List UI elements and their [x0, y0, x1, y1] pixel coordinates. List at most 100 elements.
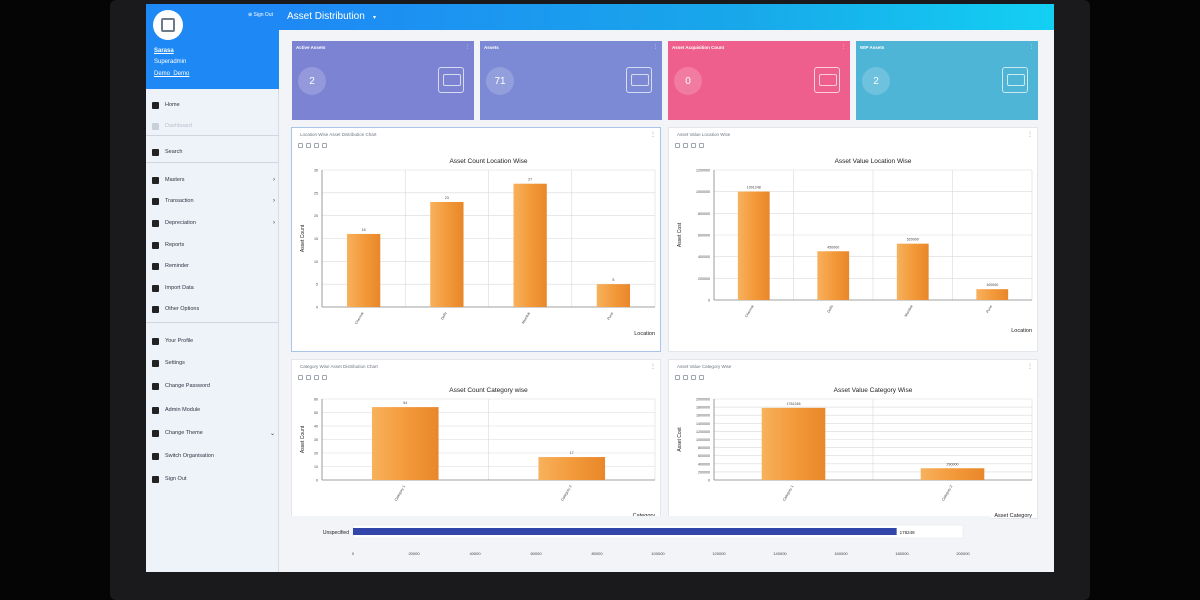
- expand-icon[interactable]: [322, 375, 327, 380]
- y-tick-label: 1000000: [696, 190, 710, 194]
- cart-icon: [814, 67, 840, 93]
- sidebar-item-home[interactable]: Home: [146, 96, 279, 114]
- download-icon[interactable]: [691, 143, 696, 148]
- y-tick-label: 400000: [698, 462, 710, 466]
- sidebar-item-other-options[interactable]: Other Options: [146, 300, 279, 318]
- summary-card[interactable]: Active Assets ⋮ 2: [292, 41, 474, 120]
- card-value: 2: [298, 67, 326, 95]
- x-tick-label: Mumbai: [904, 304, 914, 317]
- sidebar-item-import-data[interactable]: Import Data: [146, 279, 279, 297]
- x-tick-label: Pune: [985, 305, 993, 314]
- sidebar-item-settings[interactable]: Settings: [146, 354, 279, 372]
- kebab-icon[interactable]: ⋮: [650, 364, 656, 370]
- kebab-icon[interactable]: ⋮: [841, 44, 846, 50]
- y-tick-label: 0: [316, 479, 318, 483]
- card-title: Assets: [484, 45, 499, 50]
- chart-location-value: Asset Value Location Wise 0 200000 400000 60…: [677, 158, 1033, 334]
- kebab-icon[interactable]: ⋮: [650, 132, 656, 138]
- y-tick-label: 2000000: [696, 398, 710, 402]
- report-icon: [152, 241, 159, 249]
- sidebar-item-switch-organisation[interactable]: Switch Organisation: [146, 447, 279, 465]
- building-icon: [152, 452, 159, 460]
- download-icon[interactable]: [691, 375, 696, 380]
- x-tick-label: Category 1: [782, 485, 794, 502]
- import-icon: [152, 284, 159, 292]
- sidebar-item-masters[interactable]: Masters ›: [146, 171, 279, 189]
- summary-card[interactable]: WIP Assets ⋮ 2: [856, 41, 1038, 120]
- x-tick-label: 20000: [408, 551, 420, 556]
- y-tick-label: 1800000: [696, 406, 710, 410]
- bar: [976, 289, 1009, 300]
- card-title: Active Assets: [296, 45, 326, 50]
- expand-icon[interactable]: [322, 143, 327, 148]
- bar: [513, 183, 547, 307]
- inventory-icon: [438, 67, 464, 93]
- kebab-icon[interactable]: ⋮: [1029, 44, 1034, 50]
- y-tick-label: 20: [314, 452, 318, 456]
- sidebar-item-dashboard[interactable]: Dashboard: [146, 117, 279, 135]
- x-axis-label: Location: [1011, 328, 1032, 334]
- y-tick-label: 10: [314, 260, 318, 264]
- print-icon[interactable]: [306, 143, 311, 148]
- download-icon[interactable]: [314, 375, 319, 380]
- sidebar-item-reports[interactable]: Reports: [146, 236, 279, 254]
- x-tick-label: Category 1: [394, 485, 406, 502]
- bar: [371, 407, 439, 480]
- user-org[interactable]: Demo_Demo: [154, 71, 190, 77]
- summary-card[interactable]: Asset Acquisition Count ⋮ 0: [668, 41, 850, 120]
- sidebar-item-your-profile[interactable]: Your Profile: [146, 332, 279, 350]
- data-label: 450000: [827, 245, 839, 249]
- kebab-icon[interactable]: ⋮: [1027, 364, 1033, 370]
- gear-icon: [152, 359, 159, 367]
- signout-link[interactable]: ⊕ Sign Out: [247, 12, 273, 18]
- user-name[interactable]: Sarasa: [154, 48, 174, 54]
- reset-icon[interactable]: [675, 143, 680, 148]
- bar: [430, 201, 464, 307]
- kebab-icon[interactable]: ⋮: [653, 44, 658, 50]
- x-tick-label: 100000: [651, 551, 665, 556]
- sidebar-item-label: Sign Out: [165, 476, 187, 482]
- sidebar-item-admin-module[interactable]: Admin Module: [146, 401, 279, 419]
- sidebar-item-sign-out[interactable]: Sign Out: [146, 470, 279, 488]
- x-axis-label: Location: [634, 331, 655, 337]
- sidebar-item-depreciation[interactable]: Depreciation ›: [146, 214, 279, 232]
- y-tick-label: 400000: [698, 255, 710, 259]
- reset-icon[interactable]: [298, 375, 303, 380]
- kebab-icon[interactable]: ⋮: [465, 44, 470, 50]
- print-icon[interactable]: [683, 143, 688, 148]
- chevron-down-icon[interactable]: ▾: [373, 15, 377, 21]
- x-tick-label: 0: [352, 551, 355, 556]
- card-value: 71: [486, 67, 514, 95]
- bar: [538, 457, 606, 480]
- sidebar-item-change-password[interactable]: Change Password: [146, 377, 279, 395]
- expand-icon[interactable]: [699, 143, 704, 148]
- panel-title: Location Wise Asset Distribution Chart: [300, 132, 377, 137]
- sidebar-item-label: Masters: [165, 177, 185, 183]
- sidebar-item-search[interactable]: Search: [146, 143, 279, 161]
- print-icon[interactable]: [683, 375, 688, 380]
- expand-icon[interactable]: [699, 375, 704, 380]
- sidebar-item-transaction[interactable]: Transaction ›: [146, 192, 279, 210]
- download-icon[interactable]: [314, 143, 319, 148]
- reset-icon[interactable]: [675, 375, 680, 380]
- y-tick-label: 30: [314, 169, 318, 173]
- x-tick-label: Chennai: [354, 311, 364, 325]
- print-icon[interactable]: [306, 375, 311, 380]
- sidebar-item-reminder[interactable]: Reminder: [146, 257, 279, 275]
- data-label: 520000: [907, 238, 919, 242]
- summary-card[interactable]: Assets ⋮ 71: [480, 41, 662, 120]
- reset-icon[interactable]: [298, 143, 303, 148]
- x-tick-label: Pune: [607, 312, 615, 321]
- kebab-icon[interactable]: ⋮: [1027, 132, 1033, 138]
- avatar[interactable]: [153, 10, 183, 40]
- page-title[interactable]: Asset Distribution: [287, 11, 365, 22]
- sidebar-item-change-theme[interactable]: Change Theme ⌄: [146, 424, 279, 442]
- profile-panel: ⊕ Sign Out Sarasa Superadmin Demo_Demo: [146, 4, 279, 89]
- y-tick-label: 5: [316, 283, 318, 287]
- y-tick-label: 600000: [698, 234, 710, 238]
- y-tick-label: 0: [708, 479, 710, 483]
- x-tick-label: 120000: [712, 551, 726, 556]
- x-tick-label: 140000: [773, 551, 787, 556]
- y-tick-label: 1600000: [696, 414, 710, 418]
- x-axis-label: Asset Category: [994, 513, 1032, 519]
